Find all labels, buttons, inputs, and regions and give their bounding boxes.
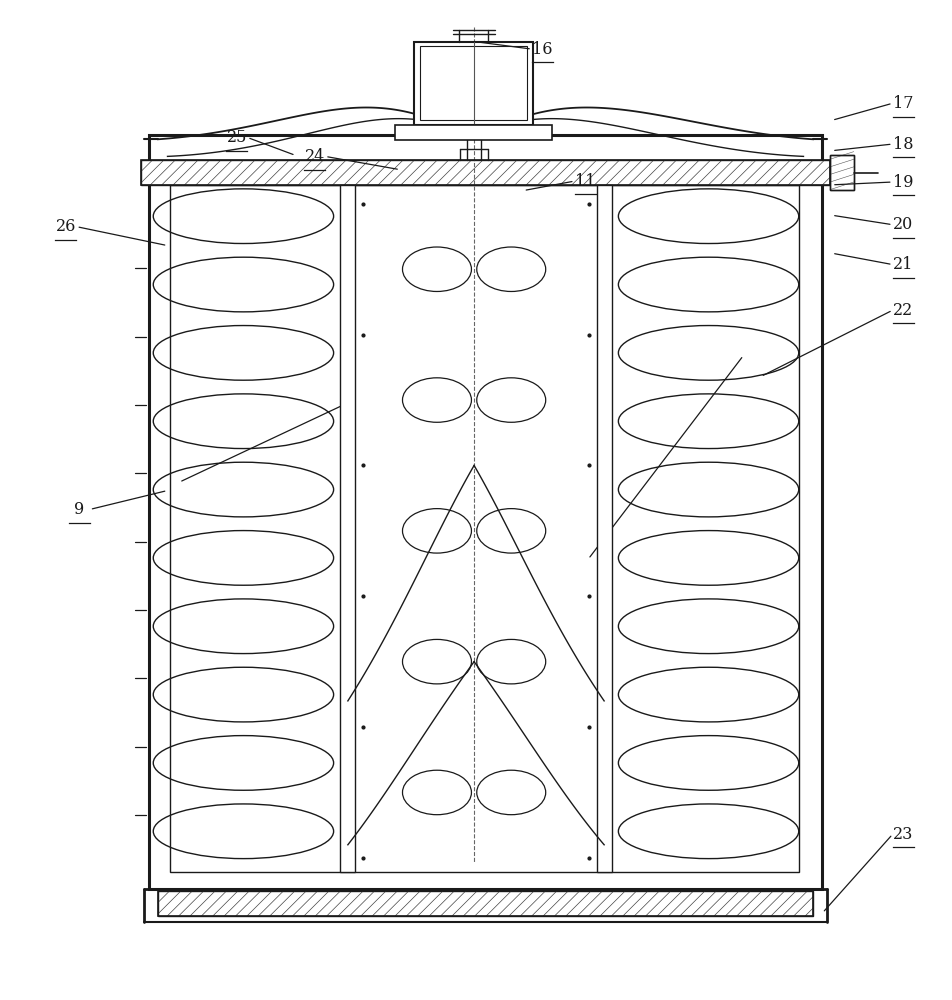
Text: 17: 17: [893, 95, 913, 112]
Bar: [395, 125, 552, 140]
Bar: [830, 155, 854, 190]
Text: 22: 22: [893, 302, 913, 319]
Bar: [170, 185, 799, 872]
Bar: [340, 185, 355, 872]
Text: 9: 9: [74, 501, 85, 518]
Text: 18: 18: [893, 136, 913, 153]
Bar: [158, 891, 813, 916]
Text: 26: 26: [56, 218, 76, 235]
Bar: [141, 160, 830, 185]
Bar: [830, 155, 854, 190]
Text: 25: 25: [227, 129, 247, 146]
Text: 16: 16: [532, 41, 553, 58]
Bar: [414, 42, 533, 125]
Bar: [420, 46, 527, 120]
Bar: [158, 891, 813, 916]
Bar: [597, 185, 612, 872]
Text: 11: 11: [575, 173, 595, 190]
Text: 24: 24: [305, 148, 325, 165]
Text: 19: 19: [893, 174, 913, 191]
Bar: [149, 135, 823, 889]
Text: 20: 20: [893, 216, 913, 233]
Bar: [141, 160, 830, 185]
Text: 23: 23: [893, 826, 913, 843]
Text: 21: 21: [893, 256, 913, 273]
